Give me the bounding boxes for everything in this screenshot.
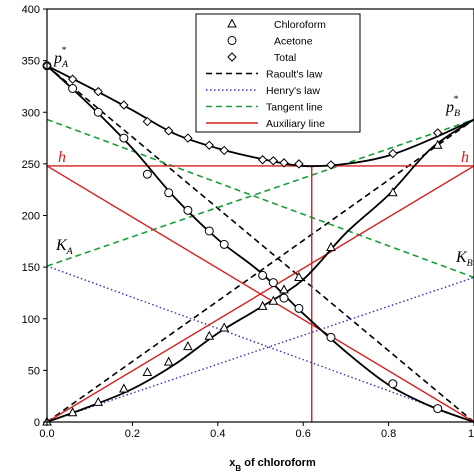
legend-label: Total — [274, 52, 296, 64]
total-point — [93, 86, 103, 97]
tangent-right-line — [46, 118, 474, 279]
acetone-point — [119, 133, 129, 143]
acetone-point — [219, 239, 229, 249]
acetone-point — [204, 226, 214, 236]
acetone-point — [258, 270, 268, 280]
legend-label: Henry's law — [266, 85, 320, 97]
x-tick-label: 1 — [468, 428, 474, 440]
axes-group: 0.0 0.2 0.4 0.6 0.8 1 0 50 100 150 200 250 300 350 400… — [22, 4, 474, 473]
acetone-point — [142, 169, 152, 179]
chloroform-point — [279, 284, 289, 294]
y-tick-label: 300 — [22, 107, 40, 119]
legend-box — [195, 13, 361, 133]
chloroform-point — [163, 356, 174, 366]
tangent-left-line — [46, 118, 474, 267]
auxiliary-diag2-line — [46, 165, 474, 423]
legend-triangle-swatch — [227, 18, 237, 28]
total-point — [432, 128, 443, 138]
x-tick-label: 0.6 — [296, 428, 311, 440]
legend-label: Chloroform — [274, 19, 326, 31]
h-left-label: h — [58, 149, 66, 166]
y-tick-label: 150 — [22, 262, 40, 274]
raoult-acetone-line — [46, 65, 474, 423]
acetone-point — [93, 107, 103, 117]
total-point — [388, 148, 398, 159]
legend-label: Raoult's law — [266, 69, 323, 81]
y-tick-label: 0 — [34, 417, 40, 429]
henry-chloroform-line — [46, 276, 474, 423]
annotations-group: pA* pB* h h KA KB — [53, 45, 473, 269]
chloroform-point — [204, 330, 215, 340]
legend-label: Acetone — [274, 36, 313, 48]
acetone-point — [433, 404, 443, 414]
legend-label: Auxiliary line — [266, 118, 325, 130]
total-point — [279, 158, 289, 168]
total-point — [294, 159, 304, 169]
chloroform-point — [93, 396, 104, 406]
h-right-label: h — [461, 149, 469, 166]
p-a-star-label: pA* — [53, 45, 69, 70]
total-point — [67, 74, 78, 84]
acetone-point — [183, 205, 193, 215]
x-axis-title: xB of chloroform — [229, 457, 316, 473]
total-point — [268, 156, 279, 166]
y-tick-label: 50 — [28, 365, 40, 377]
total-point — [163, 126, 174, 136]
acetone-point — [68, 84, 78, 94]
chloroform-point — [326, 241, 336, 252]
y-tick-label: 400 — [22, 4, 40, 16]
data-markers-group — [42, 61, 443, 426]
chloroform-point — [142, 366, 153, 376]
total-point — [119, 100, 129, 110]
y-tick-label: 250 — [22, 159, 40, 171]
chloroform-point — [294, 271, 304, 281]
chloroform-point — [219, 322, 230, 332]
raoult-chloroform-line — [46, 118, 474, 423]
chloroform-point — [119, 383, 129, 393]
total-point — [204, 140, 214, 150]
y-tick-label: 100 — [22, 314, 40, 326]
k-b-label: KB — [455, 249, 473, 269]
total-point — [326, 160, 336, 170]
acetone-point — [268, 278, 278, 288]
chloroform-point — [432, 139, 443, 149]
total-point — [183, 133, 193, 143]
legend: Chloroform Acetone Total Raoult's law Henry'… — [195, 13, 361, 133]
x-tick-label: 0.4 — [210, 428, 225, 440]
acetone-point — [294, 303, 304, 313]
x-tick-label: 0.2 — [125, 428, 140, 440]
legend-diamond-swatch — [227, 52, 237, 62]
y-tick-label: 350 — [22, 56, 40, 68]
y-tick-label: 200 — [22, 211, 40, 223]
total-point — [219, 145, 229, 156]
reference-lines-group — [46, 65, 474, 423]
x-tick-label: 0.8 — [381, 428, 396, 440]
total-point — [257, 155, 268, 165]
acetone-point — [164, 188, 174, 198]
p-b-star-label: pB* — [445, 94, 460, 119]
acetone-point — [279, 293, 289, 303]
acetone-point — [388, 379, 398, 389]
total-point — [142, 116, 153, 127]
chloroform-point — [67, 407, 78, 417]
x-tick-label: 0.0 — [39, 428, 54, 440]
chloroform-point — [257, 300, 268, 310]
k-a-label: KA — [55, 237, 74, 257]
chloroform-point — [388, 187, 398, 197]
acetone-point — [326, 332, 336, 342]
chloroform-point — [183, 341, 193, 351]
chloroform-point — [268, 295, 279, 305]
legend-circle-swatch — [227, 36, 237, 45]
legend-label: Tangent line — [266, 102, 323, 114]
